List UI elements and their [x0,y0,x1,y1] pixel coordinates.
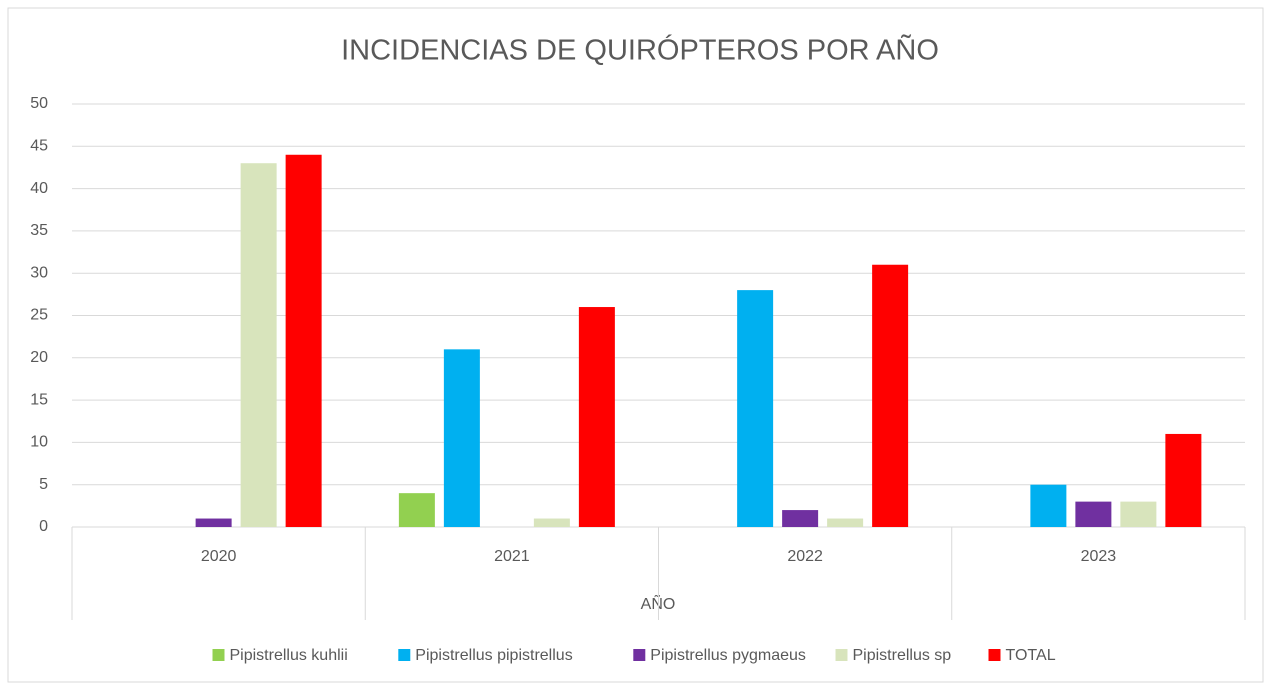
legend-swatch [835,649,848,661]
bar [737,290,774,527]
y-tick-label: 20 [30,349,48,366]
y-tick-label: 0 [39,518,48,535]
y-tick-label: 10 [30,434,48,451]
bar [195,518,232,527]
y-tick-label: 5 [39,476,48,493]
legend-swatch [398,649,411,661]
y-tick-label: 35 [30,222,48,239]
bar [827,518,864,527]
y-tick-label: 15 [30,391,48,408]
legend-swatch [633,649,646,661]
bar [240,163,277,527]
legend-label: Pipistrellus pygmaeus [650,647,806,664]
x-tick-label: 2022 [787,548,823,565]
y-tick-label: 50 [30,95,48,112]
legend-label: TOTAL [1006,647,1056,664]
bar [533,518,570,527]
bar [1165,433,1202,527]
legend-label: Pipistrellus kuhlii [230,647,348,664]
bar [578,307,615,527]
bar [1030,484,1067,527]
x-tick-label: 2023 [1081,548,1117,565]
y-tick-label: 45 [30,138,48,155]
legend-label: Pipistrellus sp [853,647,952,664]
chart-title: INCIDENCIAS DE QUIRÓPTEROS POR AÑO [341,33,939,67]
bar [398,493,435,527]
y-tick-label: 40 [30,180,48,197]
legend-label: Pipistrellus pipistrellus [415,647,572,664]
bar [1120,501,1157,527]
y-tick-label: 30 [30,264,48,281]
bar [1075,501,1112,527]
x-tick-label: 2020 [201,548,237,565]
legend-swatch [988,649,1001,661]
bar [782,510,819,527]
bar [872,264,909,527]
chart-border [7,7,1264,683]
legend-swatch [212,649,225,661]
bar [443,349,480,527]
x-tick-label: 2021 [494,548,530,565]
y-tick-label: 25 [30,307,48,324]
bar [285,154,322,527]
